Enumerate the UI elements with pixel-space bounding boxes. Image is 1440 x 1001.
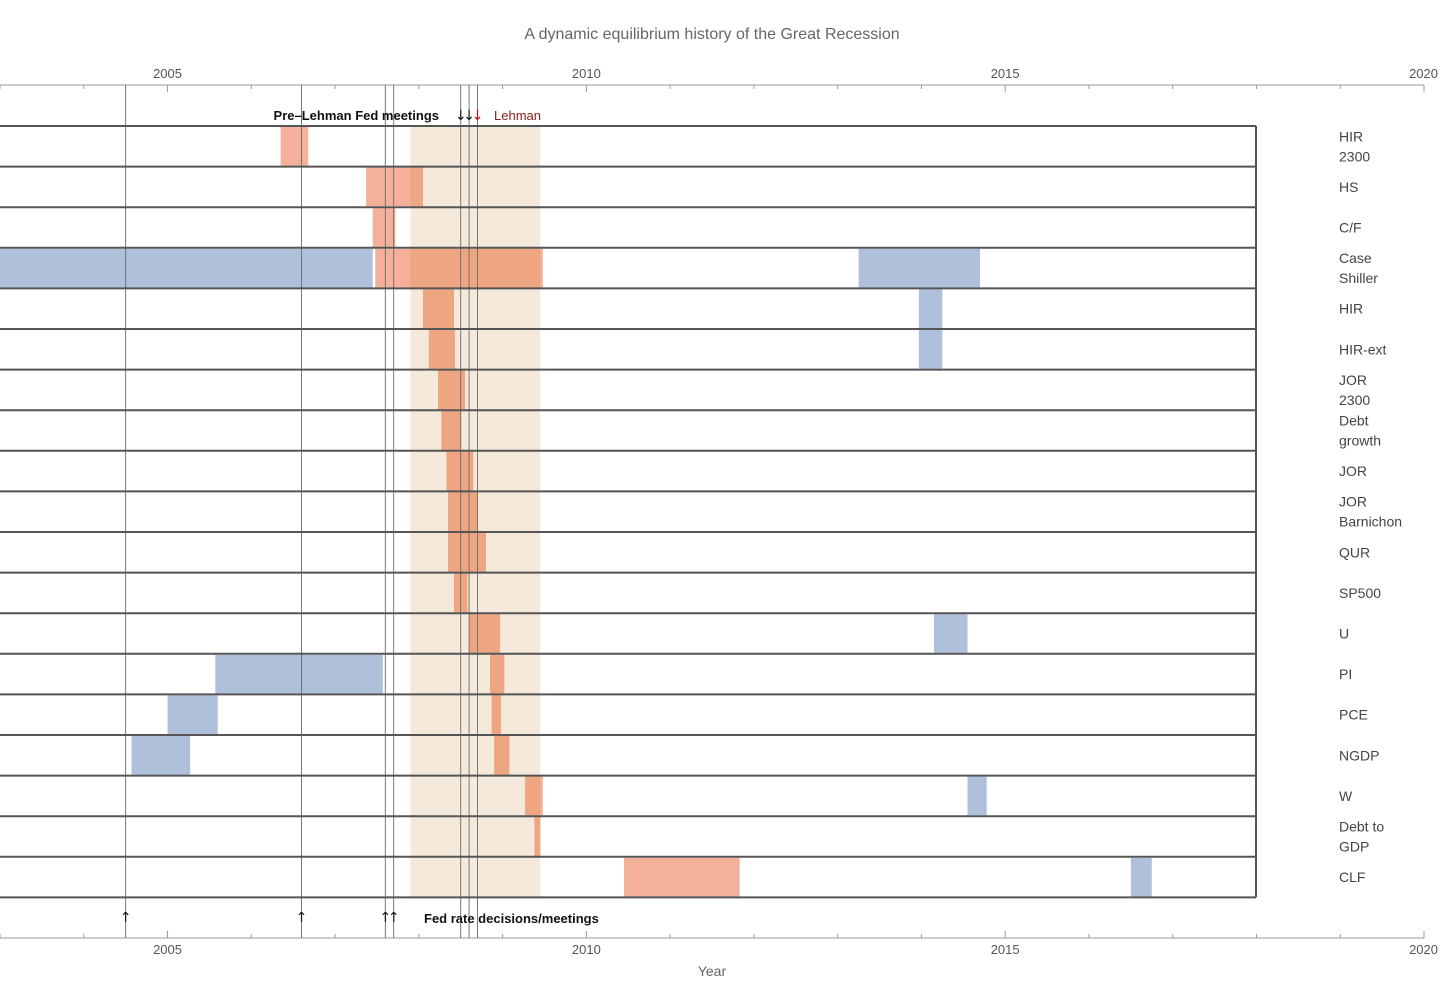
row-label-line: HIR-ext <box>1339 341 1387 357</box>
row-label-line: Barnichon <box>1339 514 1402 530</box>
chart-title: A dynamic equilibrium history of the Gre… <box>524 26 899 43</box>
row-label: HS <box>1339 179 1358 195</box>
event-bar-negative <box>918 289 943 328</box>
row-label: QUR <box>1339 544 1370 560</box>
event-bar-negative <box>131 736 191 775</box>
event-bar-overlap <box>491 695 501 734</box>
row-label-line: JOR <box>1339 463 1367 479</box>
row-label-line: Case <box>1339 250 1372 266</box>
event-bars <box>0 127 1152 897</box>
row-label: Case Shiller <box>1339 250 1378 286</box>
event-bar-negative <box>967 776 987 816</box>
event-bar-overlap <box>490 654 505 694</box>
row-label-line: PI <box>1339 666 1352 682</box>
fed-meeting-lines <box>125 85 478 938</box>
row-label: JOR Barnichon <box>1339 494 1402 530</box>
row-label-line: growth <box>1339 433 1381 449</box>
row-label: HIR-ext <box>1339 341 1387 357</box>
row-label-line: GDP <box>1339 839 1369 855</box>
pre-lehman-arrow: ↓ <box>455 108 467 124</box>
row-label-line: NGDP <box>1339 747 1379 763</box>
row-label-line: JOR <box>1339 494 1367 510</box>
event-bar-positive <box>372 208 396 247</box>
row-label: Debt to GDP <box>1339 819 1384 855</box>
row-label: HIR 2300 <box>1339 128 1370 164</box>
row-label: U <box>1339 626 1349 642</box>
row-label-line: CLF <box>1339 869 1365 885</box>
top-tick-label: 2015 <box>991 66 1020 81</box>
row-label: JOR 2300 <box>1339 372 1370 408</box>
event-bar-overlap <box>410 248 541 288</box>
row-label-line: 2300 <box>1339 148 1370 164</box>
fed-rate-arrow: ↑ <box>388 910 400 926</box>
event-bar-positive <box>624 857 740 897</box>
pre-lehman-arrow: ↓ <box>472 108 484 124</box>
top-tick-label: 2010 <box>572 66 601 81</box>
event-bar-positive <box>280 127 309 166</box>
row-label-line: HIR <box>1339 128 1363 144</box>
event-bar-negative <box>933 614 968 653</box>
bottom-tick-label: 2015 <box>991 942 1020 957</box>
row-label-line: C/F <box>1339 220 1362 236</box>
pre-lehman-arrow: ↓ <box>463 108 475 124</box>
event-bar-negative <box>167 695 218 734</box>
event-bar-negative <box>918 330 943 369</box>
event-bar-overlap <box>441 411 461 450</box>
row-label-line: SP500 <box>1339 585 1381 601</box>
event-bar-overlap <box>469 614 501 653</box>
row-label: PCE <box>1339 707 1368 723</box>
row-label: HIR <box>1339 301 1363 317</box>
row-label-line: W <box>1339 788 1353 804</box>
row-label-line: U <box>1339 626 1349 642</box>
event-bar-overlap <box>428 330 455 369</box>
fed-rate-arrow: ↑ <box>379 910 391 926</box>
event-bar-negative <box>215 654 383 694</box>
lehman-label: Lehman <box>494 108 541 123</box>
event-bar-negative <box>1130 857 1152 897</box>
fed-rate-arrow: ↑ <box>296 910 308 926</box>
top-tick-label: 2020 <box>1409 66 1438 81</box>
row-label: W <box>1339 788 1353 804</box>
row-label-line: JOR <box>1339 372 1367 388</box>
event-bar-negative <box>0 248 373 288</box>
row-label-line: 2300 <box>1339 392 1370 408</box>
row-labels: HIR 2300 HS C/F Case Shiller HIR HIR-ext JOR 2300… <box>1339 128 1402 885</box>
row-label-line: HS <box>1339 179 1358 195</box>
event-bar-overlap <box>410 167 424 207</box>
axes: 2005 2005 2010 2010 2015 2015 2020 2020 <box>0 66 1438 957</box>
event-bar-overlap <box>525 776 541 816</box>
bottom-tick-label: 2010 <box>572 942 601 957</box>
row-label: C/F <box>1339 220 1362 236</box>
row-label: JOR <box>1339 463 1367 479</box>
row-label-line: QUR <box>1339 544 1370 560</box>
row-label-line: PCE <box>1339 707 1368 723</box>
pre-lehman-label: Pre–Lehman Fed meetings <box>274 108 439 123</box>
annotations: Pre–Lehman Fed meetings Lehman Fed rate … <box>120 108 599 926</box>
row-label: PI <box>1339 666 1352 682</box>
row-label: SP500 <box>1339 585 1381 601</box>
fed-rate-arrow: ↑ <box>120 910 132 926</box>
fed-rate-label: Fed rate decisions/meetings <box>424 911 599 926</box>
row-label: NGDP <box>1339 747 1379 763</box>
event-bar-overlap <box>448 492 478 531</box>
event-bar-overlap <box>423 289 455 328</box>
event-bar-negative <box>858 248 981 288</box>
row-label-line: Debt <box>1339 413 1369 429</box>
top-tick-label: 2005 <box>153 66 182 81</box>
row-label: Debt growth <box>1339 413 1381 449</box>
event-bar-overlap <box>534 817 541 856</box>
event-bar-overlap <box>494 736 510 775</box>
row-label-line: Debt to <box>1339 819 1384 835</box>
row-label-line: Shiller <box>1339 270 1378 286</box>
event-bar-overlap <box>448 533 486 572</box>
row-label: CLF <box>1339 869 1365 885</box>
bottom-tick-label: 2005 <box>153 942 182 957</box>
bottom-tick-label: 2020 <box>1409 942 1438 957</box>
x-axis-label: Year <box>698 963 727 979</box>
row-label-line: HIR <box>1339 301 1363 317</box>
row-frames <box>0 125 1257 899</box>
